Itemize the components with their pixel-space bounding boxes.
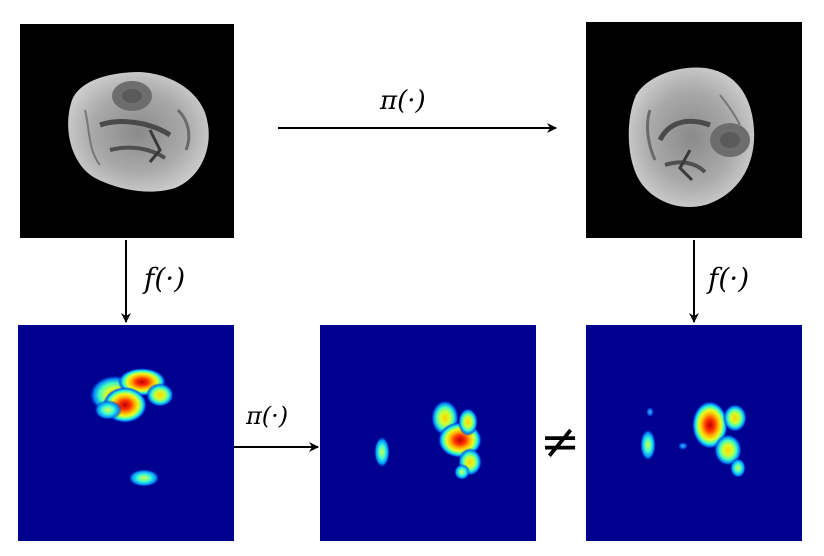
label-pi-bottom: π(·) [246, 402, 289, 430]
label-f-left: f(·) [144, 262, 186, 295]
saliency-map-original [18, 325, 234, 541]
saliency-map-permuted [320, 325, 536, 541]
brain-image-transformed [586, 22, 802, 238]
not-equal-symbol: ≠ [540, 414, 581, 470]
label-f-right: f(·) [708, 262, 750, 295]
label-pi-top: π(·) [380, 86, 426, 116]
brain-image-original [20, 24, 234, 238]
saliency-map-transformed [586, 325, 802, 541]
